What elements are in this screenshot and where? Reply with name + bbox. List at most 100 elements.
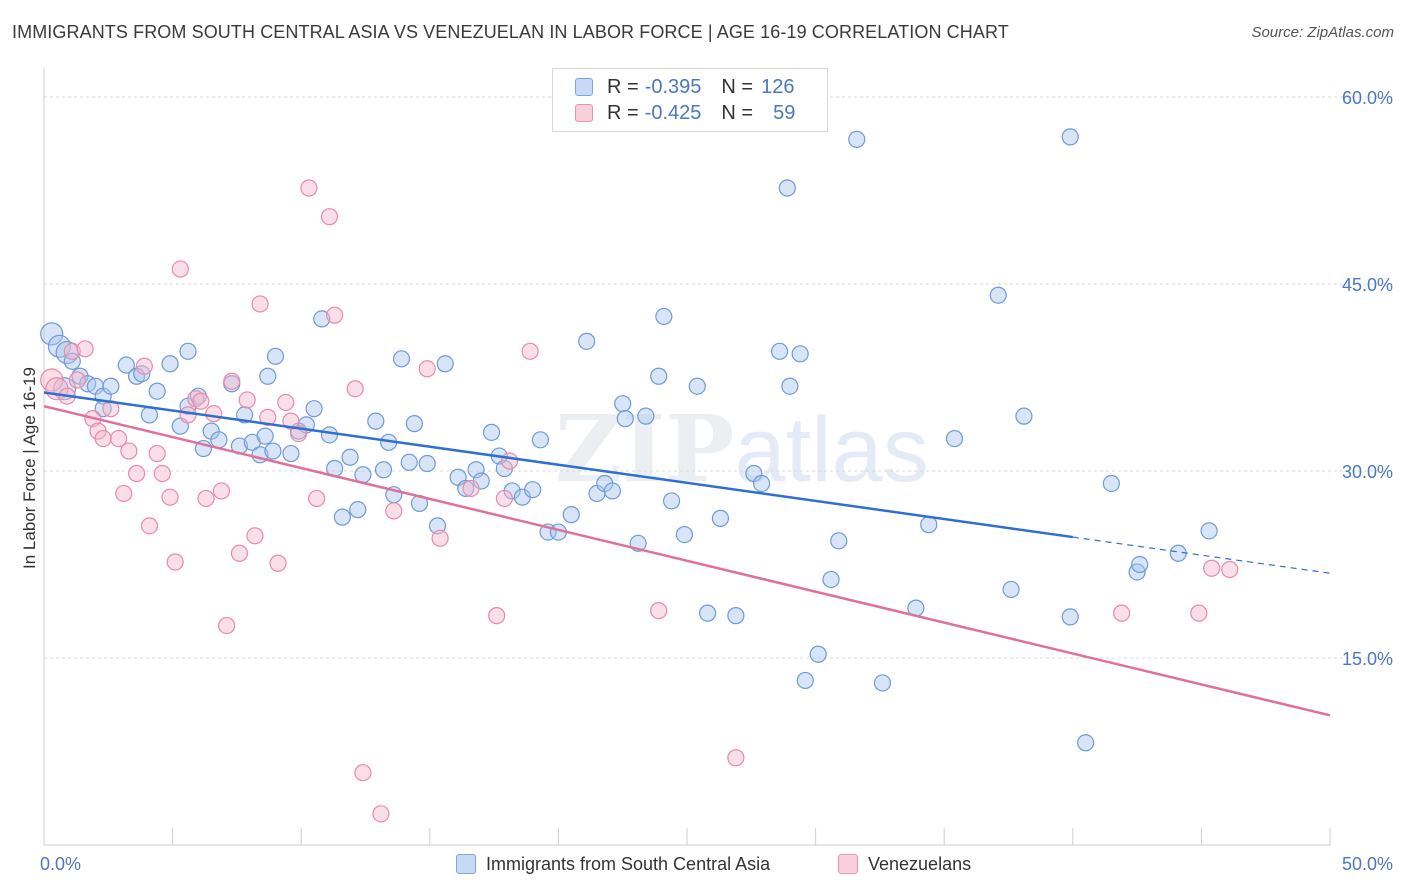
point-immigrants: [578, 332, 596, 350]
point-immigrants: [727, 607, 745, 625]
point-immigrants: [603, 482, 622, 500]
point-immigrants: [791, 345, 809, 363]
y-tick-label: 60.0%: [1342, 88, 1393, 108]
point-immigrants: [1102, 474, 1120, 493]
trend-line-immigrants: [43, 391, 1073, 539]
legend-n-value: 59: [773, 101, 796, 124]
point-immigrants: [341, 448, 359, 466]
point-immigrants: [457, 479, 475, 498]
point-venezuelans: [230, 544, 249, 562]
point-venezuelans: [212, 482, 231, 500]
point-immigrants: [531, 431, 549, 449]
x-tick-label: 50.0%: [1342, 854, 1393, 874]
legend-n-value: 126: [761, 75, 795, 98]
point-venezuelans: [140, 517, 159, 535]
point-immigrants: [467, 461, 485, 479]
point-immigrants: [392, 350, 411, 368]
point-immigrants: [264, 442, 282, 460]
point-venezuelans: [161, 488, 179, 506]
point-immigrants: [711, 509, 730, 527]
point-immigrants: [266, 347, 285, 365]
point-immigrants: [47, 334, 72, 358]
point-venezuelans: [1221, 560, 1239, 579]
point-immigrants: [675, 525, 694, 544]
point-immigrants: [210, 431, 228, 449]
trend-line-immigrants-extension: [1072, 536, 1331, 574]
trend-lines: [43, 391, 1331, 717]
point-immigrants: [1015, 407, 1033, 425]
point-immigrants: [282, 444, 300, 463]
point-immigrants: [655, 307, 673, 326]
grid: [44, 96, 1392, 659]
chart-source: Source: ZipAtlas.com: [1251, 24, 1394, 41]
point-immigrants: [796, 671, 814, 690]
series-immigrants-points: [40, 128, 1218, 752]
point-immigrants: [313, 310, 331, 328]
point-immigrants: [400, 453, 418, 471]
point-immigrants: [637, 407, 655, 425]
point-venezuelans: [320, 208, 339, 226]
legend-r-label: R =: [607, 101, 639, 124]
point-immigrants: [259, 367, 277, 385]
point-venezuelans: [495, 489, 513, 508]
point-venezuelans: [500, 452, 519, 470]
axes: [43, 68, 1331, 846]
point-venezuelans: [462, 479, 480, 498]
point-venezuelans: [218, 616, 236, 635]
point-venezuelans: [1113, 604, 1131, 622]
point-immigrants: [616, 410, 634, 428]
point-venezuelans: [192, 392, 210, 410]
point-immigrants: [40, 322, 64, 346]
legend-n-label: N =: [721, 75, 754, 98]
point-venezuelans: [300, 179, 318, 197]
point-venezuelans: [76, 340, 94, 358]
point-immigrants: [524, 481, 542, 499]
point-immigrants: [650, 367, 668, 385]
point-immigrants: [688, 377, 706, 395]
point-venezuelans: [179, 406, 197, 424]
point-immigrants: [63, 352, 81, 370]
point-immigrants: [822, 570, 840, 589]
trend-line-venezuelans: [43, 404, 1331, 717]
point-venezuelans: [127, 464, 146, 483]
bottom-legend-immigrants: Immigrants from South Central Asia: [456, 852, 770, 876]
point-venezuelans: [148, 444, 166, 463]
point-venezuelans: [326, 306, 344, 324]
point-venezuelans: [488, 607, 506, 625]
point-venezuelans: [246, 527, 264, 545]
bottom-legend-label: Venezuelans: [868, 853, 972, 874]
point-venezuelans: [109, 429, 128, 448]
point-immigrants: [117, 356, 135, 374]
point-immigrants: [830, 532, 848, 550]
series-venezuelans-points: [40, 179, 1239, 823]
point-venezuelans: [94, 429, 112, 448]
bottom-legend-swatch-pink: [838, 854, 858, 874]
point-immigrants: [161, 355, 179, 373]
point-immigrants: [349, 501, 367, 519]
point-venezuelans: [120, 442, 138, 460]
point-immigrants: [920, 516, 938, 534]
point-venezuelans: [153, 464, 171, 483]
y-tick-label: 45.0%: [1342, 275, 1393, 295]
point-immigrants: [781, 377, 799, 395]
point-venezuelans: [650, 602, 668, 620]
point-immigrants: [1061, 128, 1079, 146]
x-tick-labels: 0.0% 50.0%: [40, 854, 1393, 874]
point-immigrants: [256, 427, 274, 445]
point-immigrants: [102, 377, 120, 395]
point-venezuelans: [166, 553, 184, 571]
point-venezuelans: [727, 749, 745, 767]
point-venezuelans: [171, 260, 189, 278]
legend-r-value: -0.395: [644, 75, 702, 98]
point-venezuelans: [251, 295, 269, 313]
point-immigrants: [1200, 522, 1218, 540]
point-immigrants: [333, 508, 351, 526]
point-immigrants: [945, 429, 964, 448]
point-immigrants: [1002, 580, 1020, 599]
point-immigrants: [614, 395, 632, 413]
point-venezuelans: [238, 391, 256, 409]
point-immigrants: [770, 342, 789, 360]
point-venezuelans: [431, 529, 449, 547]
point-immigrants: [989, 286, 1007, 304]
